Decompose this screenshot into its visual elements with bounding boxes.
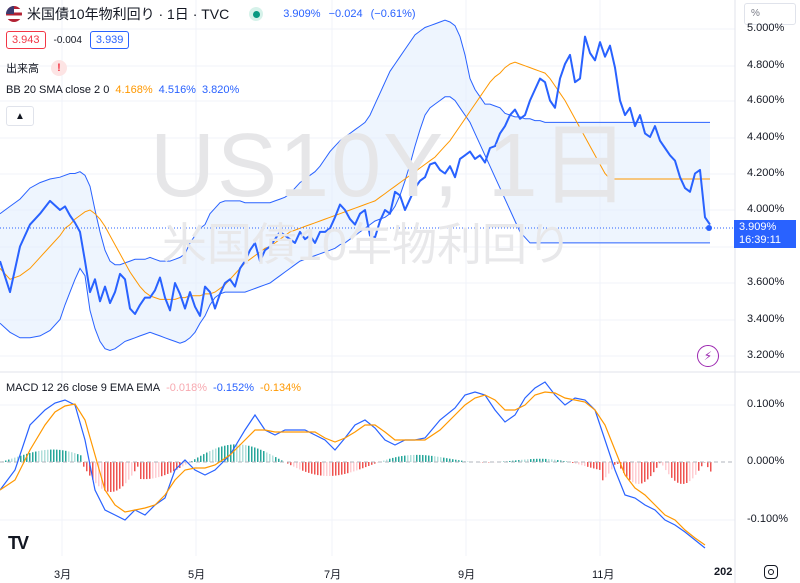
time-axis-label: 7月 bbox=[324, 569, 342, 581]
time-axis-label: 9月 bbox=[458, 569, 476, 581]
last-price: 3.909% bbox=[283, 8, 321, 20]
price-tag-value: 3.909% bbox=[739, 221, 777, 233]
warning-icon[interactable]: ! bbox=[51, 60, 67, 76]
price-axis-label: 4.000% bbox=[747, 203, 785, 215]
collapse-legend-button[interactable]: ▲ bbox=[6, 106, 34, 126]
price-axis-label: 5.000% bbox=[747, 22, 785, 34]
macd-legend[interactable]: MACD 12 26 close 9 EMA EMA -0.018% -0.15… bbox=[6, 382, 301, 394]
price-change: −0.024 bbox=[328, 8, 363, 20]
price-axis-label: 4.400% bbox=[747, 131, 785, 143]
price-axis-label: 4.800% bbox=[747, 59, 785, 71]
time-axis-label: 5月 bbox=[188, 569, 206, 581]
watermark-symbol: US10Y, 1日 bbox=[150, 116, 632, 216]
watermark-name: 米国債10年物利回り bbox=[162, 219, 573, 270]
bb-upper-value: 4.516% bbox=[158, 84, 196, 96]
symbol-title[interactable]: 米国債10年物利回り · 1日 · TVC bbox=[27, 6, 230, 22]
market-open-icon bbox=[249, 7, 264, 21]
chevron-up-icon: ▲ bbox=[15, 110, 25, 122]
price-axis-label: 4.600% bbox=[747, 94, 785, 106]
tradingview-logo[interactable]: TV bbox=[8, 533, 29, 553]
settings-icon[interactable] bbox=[764, 565, 778, 579]
bb-legend[interactable]: BB 20 SMA close 2 0 4.168% 4.516% 3.820% bbox=[6, 84, 239, 96]
symbol-legend[interactable]: 米国債10年物利回り · 1日 · TVC 3.909% −0.024 (−0.… bbox=[6, 4, 421, 24]
us-flag-icon bbox=[6, 6, 22, 22]
price-axis-label: 3.200% bbox=[747, 349, 785, 361]
price-axis-label: 3.600% bbox=[747, 276, 785, 288]
macd-axis-label: 0.100% bbox=[747, 398, 785, 410]
macd-axis-label: -0.100% bbox=[747, 513, 788, 525]
bb-lower-value: 3.820% bbox=[201, 84, 240, 96]
quote-row: 3.943 -0.004 3.939 bbox=[6, 31, 130, 49]
bb-label: BB 20 SMA close 2 0 bbox=[6, 84, 110, 96]
sell-button[interactable]: 3.943 bbox=[6, 31, 46, 49]
macd-axis-label: 0.000% bbox=[747, 455, 785, 467]
time-axis-label: 11月 bbox=[592, 569, 615, 581]
macd-hist-value: -0.018% bbox=[166, 382, 208, 394]
time-axis-label: 3月 bbox=[54, 569, 72, 581]
price-axis-label: 4.200% bbox=[747, 167, 785, 179]
bb-basis-value: 4.168% bbox=[115, 84, 153, 96]
volume-label: 出来高 bbox=[6, 63, 39, 75]
last-price-tag: 3.909% 16:39:11 bbox=[734, 220, 796, 248]
volume-legend[interactable]: 出来高 ! bbox=[6, 60, 67, 76]
buy-button[interactable]: 3.939 bbox=[89, 31, 130, 49]
price-axis-label: 3.400% bbox=[747, 313, 785, 325]
time-axis-label: 202 bbox=[714, 566, 733, 578]
macd-signal-value: -0.134% bbox=[260, 382, 302, 394]
unit-button[interactable]: % bbox=[744, 3, 796, 25]
macd-value: -0.152% bbox=[213, 382, 255, 394]
lightning-icon[interactable]: ⚡ bbox=[697, 345, 719, 367]
price-change-pct: (−0.61%) bbox=[370, 8, 416, 20]
spread-value: -0.004 bbox=[53, 34, 82, 46]
price-tag-countdown: 16:39:11 bbox=[739, 234, 782, 246]
price-summary: 3.909% −0.024 (−0.61%) bbox=[283, 8, 420, 20]
macd-label: MACD 12 26 close 9 EMA EMA bbox=[6, 382, 161, 394]
